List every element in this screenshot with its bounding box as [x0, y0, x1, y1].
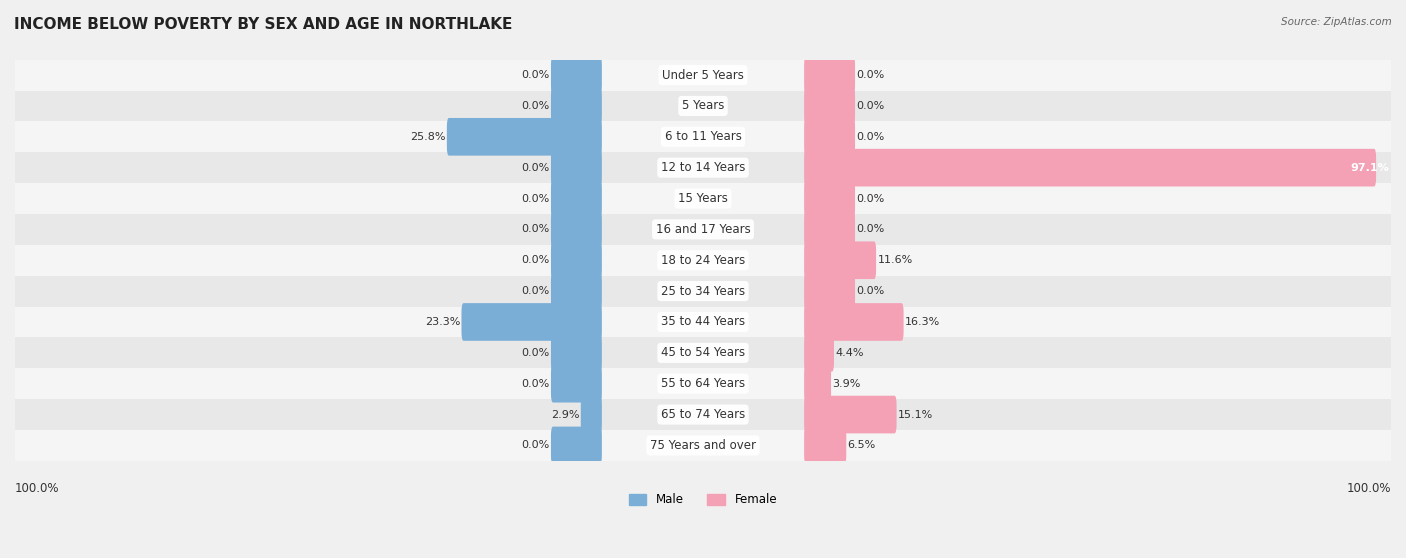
Bar [15, 121, 1391, 152]
Legend: Male, Female: Male, Female [624, 489, 782, 511]
Text: 0.0%: 0.0% [856, 132, 884, 142]
FancyBboxPatch shape [551, 149, 602, 186]
Text: 0.0%: 0.0% [522, 286, 550, 296]
FancyBboxPatch shape [551, 210, 602, 248]
Text: 4.4%: 4.4% [835, 348, 863, 358]
FancyBboxPatch shape [551, 334, 602, 372]
Text: 97.1%: 97.1% [1350, 163, 1389, 172]
Text: 23.3%: 23.3% [425, 317, 460, 327]
FancyBboxPatch shape [551, 272, 602, 310]
Text: 16.3%: 16.3% [905, 317, 941, 327]
Text: 0.0%: 0.0% [856, 224, 884, 234]
FancyBboxPatch shape [461, 303, 602, 341]
Bar [15, 368, 1391, 399]
Text: 18 to 24 Years: 18 to 24 Years [661, 254, 745, 267]
FancyBboxPatch shape [804, 87, 855, 125]
Text: 55 to 64 Years: 55 to 64 Years [661, 377, 745, 390]
Text: 0.0%: 0.0% [856, 70, 884, 80]
Bar [15, 276, 1391, 306]
FancyBboxPatch shape [551, 87, 602, 125]
Text: INCOME BELOW POVERTY BY SEX AND AGE IN NORTHLAKE: INCOME BELOW POVERTY BY SEX AND AGE IN N… [14, 17, 512, 32]
FancyBboxPatch shape [804, 210, 855, 248]
Text: 15 Years: 15 Years [678, 192, 728, 205]
Text: 75 Years and over: 75 Years and over [650, 439, 756, 452]
Text: 45 to 54 Years: 45 to 54 Years [661, 347, 745, 359]
FancyBboxPatch shape [804, 180, 855, 218]
Bar [15, 399, 1391, 430]
Text: 100.0%: 100.0% [15, 483, 59, 496]
Bar [15, 338, 1391, 368]
FancyBboxPatch shape [804, 56, 855, 94]
FancyBboxPatch shape [551, 180, 602, 218]
Bar [15, 430, 1391, 461]
FancyBboxPatch shape [804, 334, 834, 372]
FancyBboxPatch shape [804, 365, 831, 402]
Text: 12 to 14 Years: 12 to 14 Years [661, 161, 745, 174]
FancyBboxPatch shape [804, 118, 855, 156]
Bar [15, 245, 1391, 276]
Text: 15.1%: 15.1% [898, 410, 934, 420]
FancyBboxPatch shape [804, 303, 904, 341]
FancyBboxPatch shape [804, 272, 855, 310]
Text: 25.8%: 25.8% [411, 132, 446, 142]
FancyBboxPatch shape [804, 396, 897, 434]
FancyBboxPatch shape [551, 242, 602, 279]
Bar [15, 152, 1391, 183]
FancyBboxPatch shape [551, 56, 602, 94]
Text: 16 and 17 Years: 16 and 17 Years [655, 223, 751, 236]
Text: 0.0%: 0.0% [856, 101, 884, 111]
FancyBboxPatch shape [804, 149, 1376, 186]
FancyBboxPatch shape [551, 427, 602, 464]
FancyBboxPatch shape [447, 118, 602, 156]
Bar [15, 214, 1391, 245]
Text: 0.0%: 0.0% [522, 101, 550, 111]
Text: 0.0%: 0.0% [522, 348, 550, 358]
FancyBboxPatch shape [804, 242, 876, 279]
Text: Under 5 Years: Under 5 Years [662, 69, 744, 81]
FancyBboxPatch shape [551, 365, 602, 402]
Text: 6.5%: 6.5% [848, 440, 876, 450]
Text: 0.0%: 0.0% [522, 194, 550, 204]
Text: 11.6%: 11.6% [877, 255, 912, 265]
Text: 0.0%: 0.0% [522, 163, 550, 172]
FancyBboxPatch shape [804, 427, 846, 464]
Text: 100.0%: 100.0% [1347, 483, 1391, 496]
Bar [15, 183, 1391, 214]
Bar [15, 90, 1391, 121]
Text: 35 to 44 Years: 35 to 44 Years [661, 315, 745, 329]
Text: 0.0%: 0.0% [856, 194, 884, 204]
Text: 5 Years: 5 Years [682, 99, 724, 112]
Text: Source: ZipAtlas.com: Source: ZipAtlas.com [1281, 17, 1392, 27]
Bar [15, 306, 1391, 338]
Text: 25 to 34 Years: 25 to 34 Years [661, 285, 745, 297]
Bar [15, 60, 1391, 90]
Text: 0.0%: 0.0% [522, 70, 550, 80]
Text: 3.9%: 3.9% [832, 379, 860, 389]
Text: 0.0%: 0.0% [522, 224, 550, 234]
Text: 0.0%: 0.0% [522, 255, 550, 265]
Text: 65 to 74 Years: 65 to 74 Years [661, 408, 745, 421]
FancyBboxPatch shape [581, 396, 602, 434]
Text: 6 to 11 Years: 6 to 11 Years [665, 131, 741, 143]
Text: 0.0%: 0.0% [856, 286, 884, 296]
Text: 0.0%: 0.0% [522, 379, 550, 389]
Text: 2.9%: 2.9% [551, 410, 579, 420]
Text: 0.0%: 0.0% [522, 440, 550, 450]
